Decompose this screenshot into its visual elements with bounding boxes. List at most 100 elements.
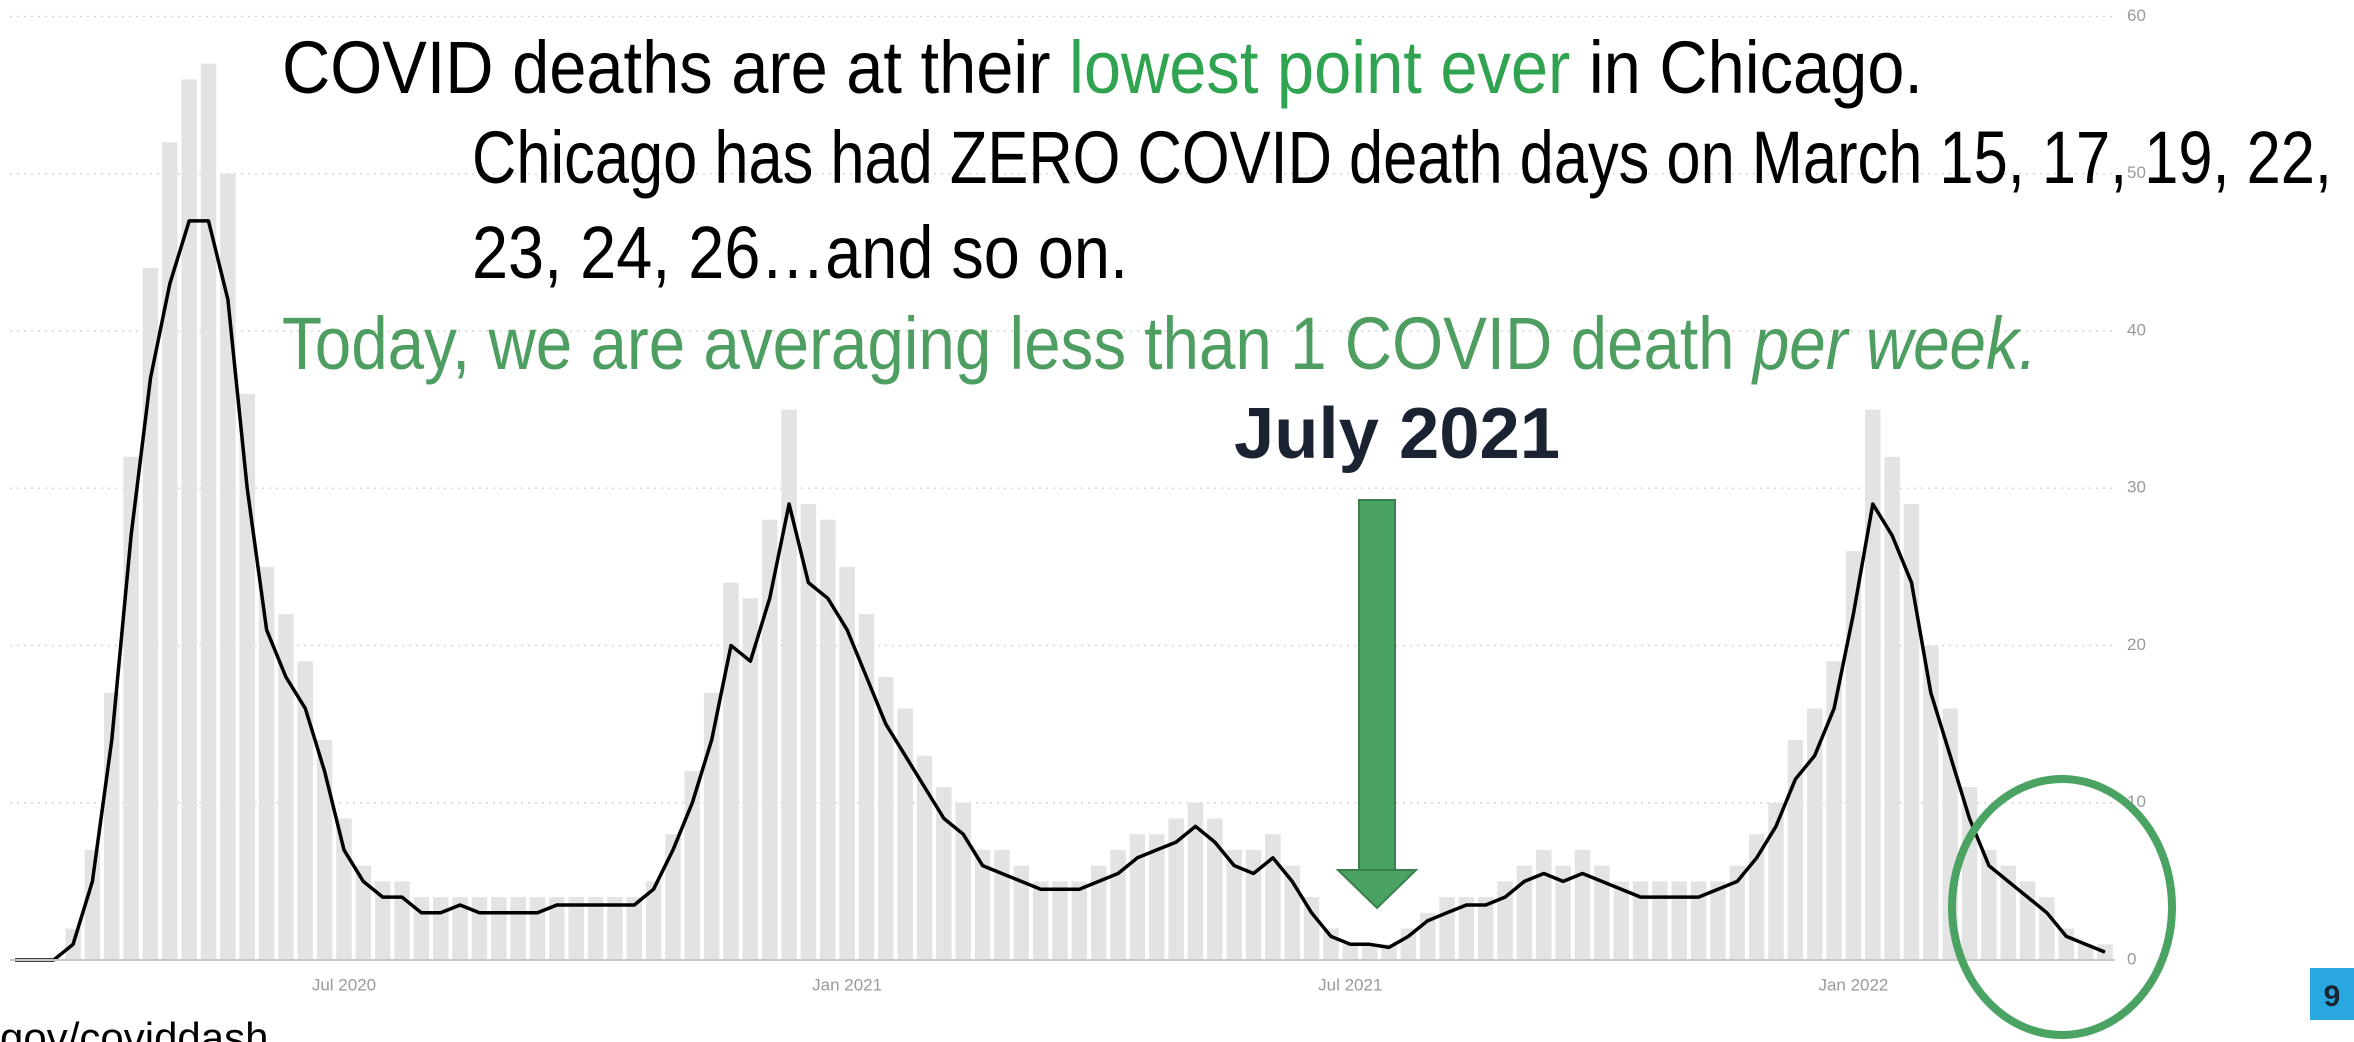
bar	[1226, 849, 1242, 960]
bar	[1323, 928, 1339, 960]
bar	[394, 881, 410, 960]
bar	[858, 614, 875, 960]
y-tick-label: 40	[2127, 320, 2146, 339]
arrow-head	[1335, 869, 1419, 910]
bar	[781, 409, 797, 960]
bar	[897, 708, 913, 960]
bar	[1052, 881, 1068, 960]
y-tick-label: 20	[2127, 635, 2146, 654]
y-tick-label: 50	[2127, 163, 2146, 182]
bar	[239, 393, 255, 960]
bar	[84, 849, 101, 960]
page-number: 9	[2324, 980, 2341, 1013]
bar	[1574, 849, 1591, 960]
bar	[1516, 865, 1533, 960]
x-tick-label: Jul 2021	[1318, 975, 1382, 994]
bar	[587, 897, 604, 960]
bar	[1071, 881, 1088, 960]
bar	[1187, 802, 1204, 960]
bar	[2077, 944, 2094, 960]
headline-text: COVID deaths are at their	[282, 26, 1069, 109]
bar	[510, 897, 526, 960]
bar	[1923, 645, 1939, 960]
bar	[645, 881, 662, 960]
bar	[568, 897, 584, 960]
bar	[878, 676, 894, 960]
bar	[2039, 897, 2055, 960]
bar	[703, 692, 720, 960]
bar	[723, 582, 739, 960]
bar	[742, 598, 759, 960]
bar	[1439, 897, 1455, 960]
y-tick-label: 0	[2127, 949, 2136, 968]
bar	[1903, 503, 1920, 960]
bar	[471, 897, 488, 960]
bar	[1265, 834, 1281, 960]
note-text: Today, we are averaging less than 1 COVI…	[282, 302, 1753, 385]
bar	[1536, 849, 1552, 960]
x-tick-label: Jan 2022	[1818, 975, 1888, 994]
headline: COVID deaths are at their lowest point e…	[282, 26, 1923, 109]
arrow-shaft	[1358, 499, 1396, 873]
headline-highlight: lowest point ever	[1069, 26, 1570, 109]
bar	[1594, 865, 1610, 960]
bar	[452, 897, 468, 960]
bar	[665, 834, 681, 960]
bar	[684, 771, 701, 960]
bar	[374, 881, 391, 960]
bar	[1478, 897, 1494, 960]
bar	[297, 661, 314, 960]
bar	[1748, 834, 1765, 960]
headline-text: in Chicago.	[1570, 26, 1923, 109]
subtitle-line: 23, 24, 26…and so on.	[472, 211, 1128, 294]
bar	[220, 173, 236, 960]
bar	[761, 519, 778, 960]
bar	[916, 755, 933, 960]
note: Today, we are averaging less than 1 COVI…	[282, 302, 2037, 385]
bar	[1129, 834, 1146, 960]
bar	[839, 566, 855, 960]
bar	[1826, 661, 1842, 960]
bar	[355, 865, 372, 960]
bar	[1710, 881, 1726, 960]
bar	[936, 787, 952, 960]
bar	[162, 142, 178, 961]
bar	[1613, 881, 1629, 960]
x-tick-label: Jul 2020	[312, 975, 376, 994]
bar	[626, 897, 642, 960]
note-emphasis: per week.	[1751, 302, 2037, 385]
bar	[1361, 944, 1378, 960]
bar	[955, 802, 971, 960]
bar	[1245, 849, 1262, 960]
bar	[200, 63, 217, 961]
bar	[258, 566, 275, 960]
bar	[1110, 849, 1126, 960]
source: gov/coviddash	[0, 1014, 269, 1042]
bar	[2097, 944, 2113, 960]
bar	[1168, 818, 1184, 960]
bar	[1632, 881, 1649, 960]
bar	[1671, 881, 1687, 960]
highlight-circle	[1948, 775, 2176, 1039]
bar	[1207, 818, 1223, 960]
annotation: July 2021	[1234, 394, 1560, 474]
bar	[820, 519, 836, 960]
bar	[1981, 849, 1997, 960]
bar	[1729, 865, 1746, 960]
bar	[278, 614, 294, 960]
bar	[529, 897, 546, 960]
bar	[1555, 865, 1571, 960]
average-line	[15, 219, 2106, 962]
bar	[1303, 897, 1320, 960]
bar	[800, 503, 817, 960]
bar	[181, 79, 197, 960]
bar	[1032, 881, 1049, 960]
subtitle-line: Chicago has had ZERO COVID death days on…	[472, 116, 2332, 199]
bar	[1400, 928, 1417, 960]
bar	[994, 849, 1010, 960]
bar	[607, 897, 623, 960]
bar	[2000, 865, 2016, 960]
